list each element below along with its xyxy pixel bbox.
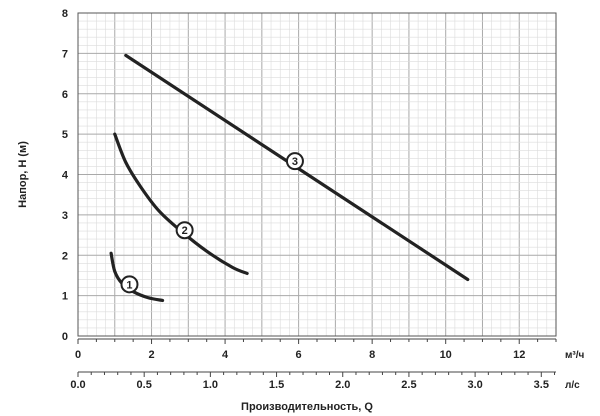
y-axis-title: Напор, H (м)	[17, 141, 29, 208]
axes	[77, 12, 557, 377]
y-tick-label: 4	[62, 170, 69, 182]
x-tick-label-secondary: 3.5	[534, 379, 549, 391]
grid	[77, 12, 557, 337]
x-tick-label-primary: 10	[440, 349, 452, 361]
x-tick-label-secondary: 0.0	[70, 379, 85, 391]
curve-1	[109, 251, 165, 303]
y-tick-label: 7	[62, 48, 68, 60]
y-tick-label: 2	[62, 250, 68, 262]
curve-marker-3	[285, 152, 304, 171]
curve-label-3: 3	[292, 156, 298, 168]
x-tick-label-secondary: 0.5	[137, 379, 152, 391]
y-tick-label: 5	[62, 129, 68, 141]
x-tick-label-secondary: 1.5	[269, 379, 284, 391]
y-tick-label: 8	[62, 8, 68, 20]
curve-label-1: 1	[126, 279, 132, 291]
x-axis-title: Производительность, Q	[241, 401, 373, 413]
x-tick-label-primary: 8	[369, 349, 375, 361]
x-tick-label-primary: 0	[75, 349, 81, 361]
y-tick-label: 0	[62, 331, 68, 343]
curve-marker-1	[120, 275, 139, 294]
x-tick-label-primary: 4	[222, 349, 229, 361]
x-tick-label-secondary: 2.5	[401, 379, 416, 391]
y-tick-label: 1	[62, 291, 68, 303]
curve-label-2: 2	[182, 225, 188, 237]
x-tick-label-primary: 12	[513, 349, 525, 361]
y-tick-label: 3	[62, 210, 68, 222]
x-tick-label-secondary: 1.0	[203, 379, 218, 391]
x-tick-label-secondary: 3.0	[467, 379, 482, 391]
x-unit-primary: м³/ч	[565, 350, 585, 361]
plot-frame	[77, 12, 557, 337]
x-tick-label-primary: 2	[148, 349, 154, 361]
x-unit-secondary: л/с	[565, 380, 580, 391]
curve-2	[113, 132, 249, 276]
x-tick-label-secondary: 2.0	[335, 379, 350, 391]
series-group: 1 2 3	[109, 53, 470, 303]
y-tick-label: 6	[62, 89, 68, 101]
x-tick-label-primary: 6	[296, 349, 302, 361]
curve-marker-2	[175, 221, 194, 240]
